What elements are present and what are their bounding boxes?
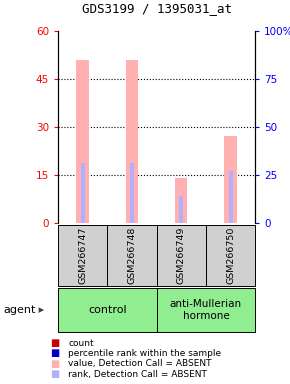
- Text: value, Detection Call = ABSENT: value, Detection Call = ABSENT: [68, 359, 212, 368]
- Text: ■: ■: [50, 369, 60, 379]
- Text: anti-Mullerian
hormone: anti-Mullerian hormone: [170, 299, 242, 321]
- Text: GSM266749: GSM266749: [177, 227, 186, 284]
- Text: GDS3199 / 1395031_at: GDS3199 / 1395031_at: [81, 2, 232, 15]
- Text: ■: ■: [50, 338, 60, 348]
- Text: agent: agent: [3, 305, 35, 315]
- Bar: [175, 178, 187, 223]
- Text: percentile rank within the sample: percentile rank within the sample: [68, 349, 221, 358]
- Bar: [179, 196, 183, 223]
- Text: rank, Detection Call = ABSENT: rank, Detection Call = ABSENT: [68, 370, 207, 379]
- Bar: [126, 60, 138, 223]
- Bar: [229, 171, 233, 223]
- Text: ■: ■: [50, 359, 60, 369]
- Text: GSM266750: GSM266750: [226, 227, 235, 284]
- Bar: [77, 60, 89, 223]
- Text: control: control: [88, 305, 127, 315]
- Bar: [130, 163, 134, 223]
- Bar: [81, 163, 85, 223]
- Bar: [224, 136, 237, 223]
- Text: ■: ■: [50, 348, 60, 359]
- Text: GSM266748: GSM266748: [127, 227, 137, 284]
- Text: GSM266747: GSM266747: [78, 227, 87, 284]
- Text: count: count: [68, 339, 94, 348]
